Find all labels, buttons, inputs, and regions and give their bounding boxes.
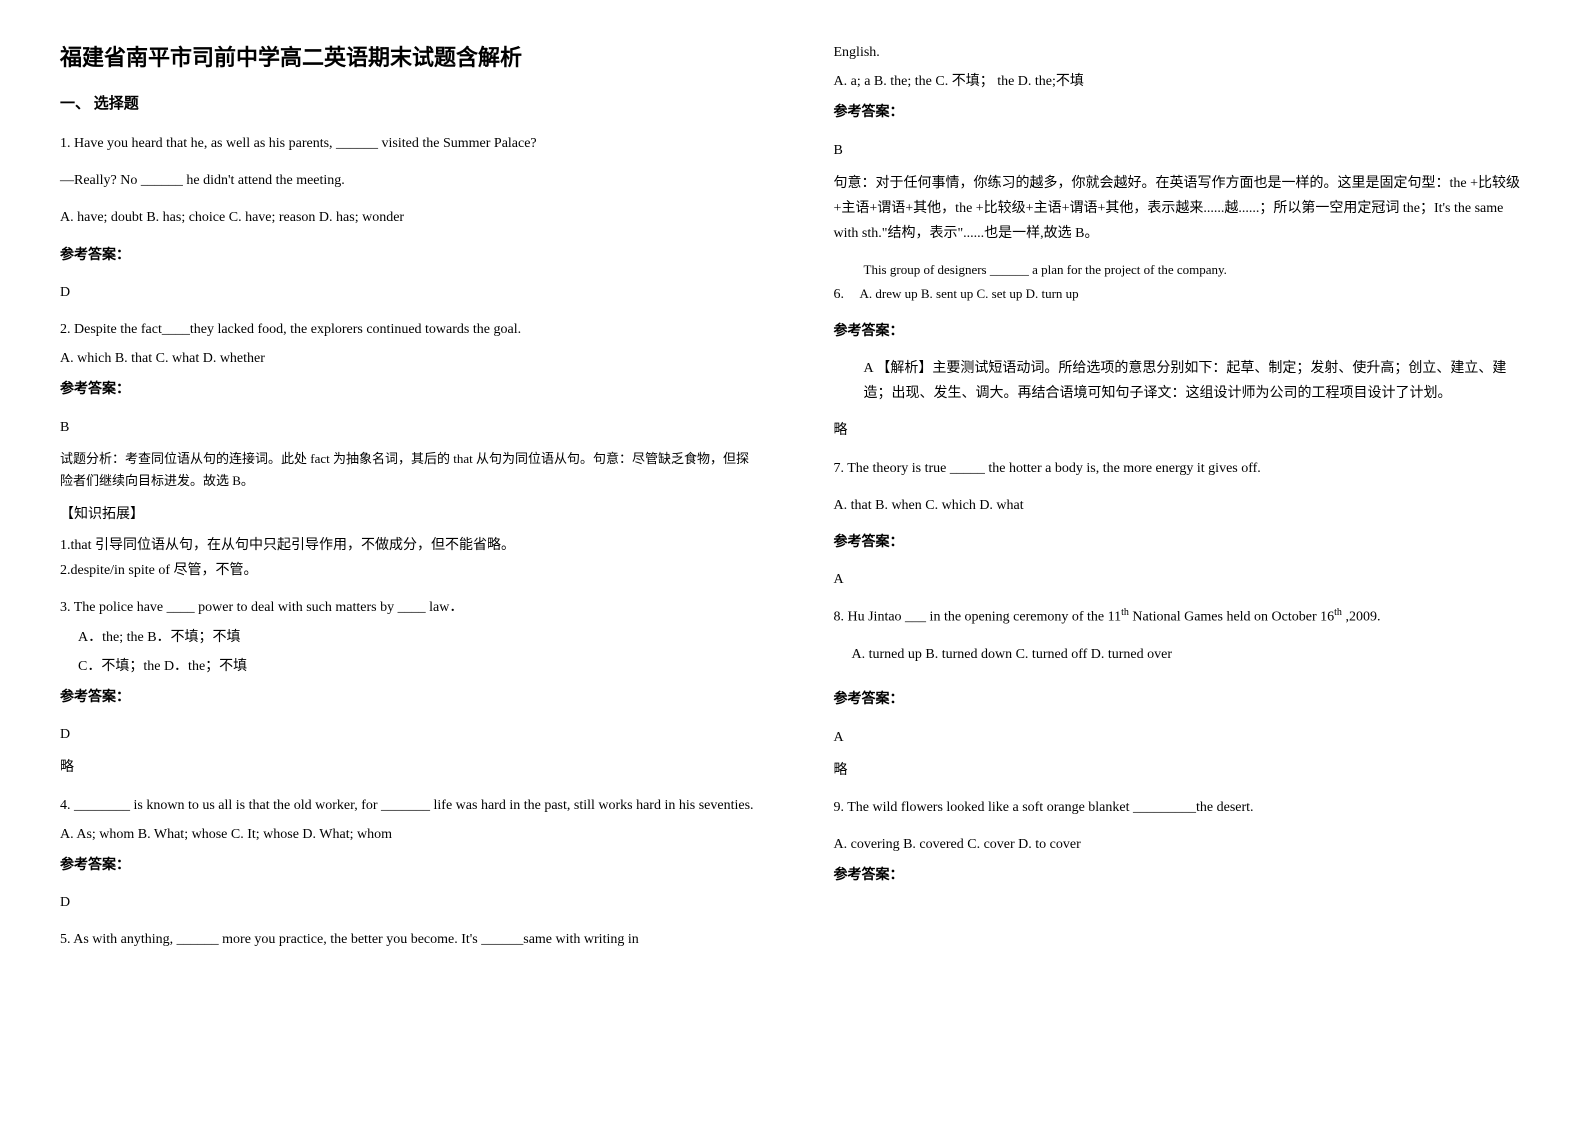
q1-line2: —Really? No ______ he didn't attend the …	[60, 168, 754, 193]
question-8: 8. Hu Jintao ___ in the opening ceremony…	[834, 604, 1528, 783]
q2-answer-label: 参考答案：	[60, 377, 754, 402]
q9-answer-label: 参考答案：	[834, 863, 1528, 888]
document-title: 福建省南平市司前中学高二英语期末试题含解析	[60, 40, 754, 72]
q4-answer-label: 参考答案：	[60, 853, 754, 878]
q3-note: 略	[60, 755, 754, 780]
q8-note: 略	[834, 758, 1528, 783]
q6-analysis: A 【解析】主要测试短语动词。所给选项的意思分别如下：起草、制定；发射、使升高；…	[834, 356, 1528, 406]
q4-answer: D	[60, 890, 754, 915]
section-title: 一、 选择题	[60, 92, 754, 113]
q8-text: 8. Hu Jintao ___ in the opening ceremony…	[834, 604, 1528, 630]
q7-answer-label: 参考答案：	[834, 530, 1528, 555]
q2-knowledge-title: 【知识拓展】	[60, 502, 754, 527]
q6-text: This group of designers ______ a plan fo…	[864, 258, 1528, 281]
q3-answer-label: 参考答案：	[60, 685, 754, 710]
question-9: 9. The wild flowers looked like a soft o…	[834, 795, 1528, 889]
q8-sup1: th	[1121, 607, 1129, 618]
q1-line1: 1. Have you heard that he, as well as hi…	[60, 131, 754, 156]
q8-answer-label: 参考答案：	[834, 687, 1528, 712]
question-5: 5. As with anything, ______ more you pra…	[60, 927, 754, 952]
q7-answer: A	[834, 567, 1528, 592]
q6-row: This group of designers ______ a plan fo…	[834, 258, 1528, 307]
q8-text-post: ,2009.	[1342, 610, 1381, 625]
question-7: 7. The theory is true _____ the hotter a…	[834, 456, 1528, 593]
q6-line2: 6. A. drew up B. sent up C. set up D. tu…	[834, 282, 1528, 307]
q8-options: A. turned up B. turned down C. turned of…	[834, 642, 1528, 667]
question-4: 4. ________ is known to us all is that t…	[60, 793, 754, 916]
q5-cont-answer: B	[834, 138, 1528, 163]
q3-options-2: C．不填；the D．the；不填	[60, 654, 754, 679]
q3-options-1: A．the; the B．不填；不填	[60, 625, 754, 650]
q1-answer: D	[60, 280, 754, 305]
q5-cont-answer-label: 参考答案：	[834, 100, 1528, 125]
q4-text: 4. ________ is known to us all is that t…	[60, 793, 754, 818]
q2-knowledge-2: 2.despite/in spite of 尽管，不管。	[60, 558, 754, 583]
q6-note: 略	[834, 418, 1528, 443]
q1-options: A. have; doubt B. has; choice C. have; r…	[60, 205, 754, 230]
q9-text: 9. The wild flowers looked like a soft o…	[834, 795, 1528, 820]
question-2: 2. Despite the fact____they lacked food,…	[60, 317, 754, 584]
left-column: 福建省南平市司前中学高二英语期末试题含解析 一、 选择题 1. Have you…	[60, 40, 754, 965]
q5-cont-options: A. a; a B. the; the C. 不填； the D. the;不填	[834, 69, 1528, 94]
q7-options: A. that B. when C. which D. what	[834, 493, 1528, 518]
q3-text: 3. The police have ____ power to deal wi…	[60, 595, 754, 620]
question-1: 1. Have you heard that he, as well as hi…	[60, 131, 754, 305]
q8-text-pre: 8. Hu Jintao ___ in the opening ceremony…	[834, 610, 1122, 625]
page-container: 福建省南平市司前中学高二英语期末试题含解析 一、 选择题 1. Have you…	[60, 40, 1527, 965]
q6-answer-label: 参考答案：	[834, 319, 1528, 344]
q7-text: 7. The theory is true _____ the hotter a…	[834, 456, 1528, 481]
q3-answer: D	[60, 722, 754, 747]
q5-cont-analysis: 句意：对于任何事情，你练习的越多，你就会越好。在英语写作方面也是一样的。这里是固…	[834, 171, 1528, 247]
q4-options: A. As; whom B. What; whose C. It; whose …	[60, 822, 754, 847]
q6-options: A. drew up B. sent up C. set up D. turn …	[860, 286, 1079, 301]
q2-options: A. which B. that C. what D. whether	[60, 346, 754, 371]
q2-text: 2. Despite the fact____they lacked food,…	[60, 317, 754, 342]
q8-text-mid: National Games held on October 16	[1129, 610, 1334, 625]
q2-answer: B	[60, 415, 754, 440]
q8-answer: A	[834, 725, 1528, 750]
q2-knowledge-1: 1.that 引导同位语从句，在从句中只起引导作用，不做成分，但不能省略。	[60, 533, 754, 558]
question-5-cont: English. A. a; a B. the; the C. 不填； the …	[834, 40, 1528, 246]
q1-answer-label: 参考答案：	[60, 243, 754, 268]
q9-options: A. covering B. covered C. cover D. to co…	[834, 832, 1528, 857]
right-column: English. A. a; a B. the; the C. 不填； the …	[834, 40, 1528, 965]
q5-cont-text: English.	[834, 40, 1528, 65]
question-3: 3. The police have ____ power to deal wi…	[60, 595, 754, 780]
q5-text: 5. As with anything, ______ more you pra…	[60, 927, 754, 952]
question-6: This group of designers ______ a plan fo…	[834, 258, 1528, 443]
q6-prefix: 6.	[834, 287, 845, 302]
q2-analysis: 试题分析：考查同位语从句的连接词。此处 fact 为抽象名词，其后的 that …	[60, 448, 754, 492]
q8-sup2: th	[1334, 607, 1342, 618]
